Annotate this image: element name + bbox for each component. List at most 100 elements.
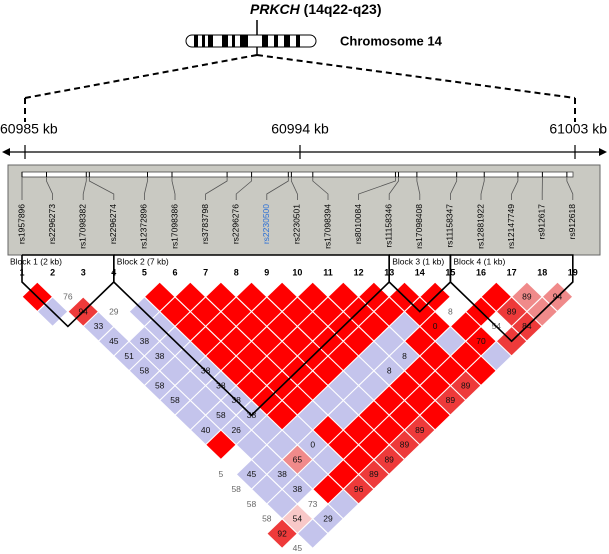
ld-value: 70 bbox=[476, 336, 486, 346]
ld-cell bbox=[237, 490, 266, 518]
marker-number: 3 bbox=[81, 267, 86, 277]
ld-cell bbox=[191, 327, 221, 356]
ld-value: 96 bbox=[354, 484, 364, 494]
ld-cell bbox=[237, 282, 266, 311]
ld-value: 0 bbox=[433, 321, 438, 331]
band bbox=[202, 35, 205, 47]
ld-value: 58 bbox=[216, 410, 226, 420]
marker-connector bbox=[235, 177, 252, 200]
marker-name: rs2230500 bbox=[261, 204, 271, 244]
ld-cell bbox=[374, 327, 404, 356]
ld-cell bbox=[160, 356, 190, 385]
ld-cell bbox=[237, 430, 266, 459]
ld-value: 89 bbox=[369, 469, 379, 479]
ld-cell bbox=[267, 430, 297, 459]
block-outline bbox=[449, 254, 574, 343]
marker-name: rs12372896 bbox=[139, 204, 149, 249]
ld-cell bbox=[145, 371, 175, 400]
ld-value: 51 bbox=[124, 351, 134, 361]
ld-cell bbox=[328, 401, 358, 430]
block-outline bbox=[21, 254, 115, 328]
ld-cell bbox=[420, 312, 450, 341]
ld-value: 38 bbox=[155, 351, 165, 361]
ld-cell bbox=[359, 401, 389, 430]
marker-connector bbox=[388, 177, 399, 200]
ld-cell bbox=[481, 282, 511, 311]
marker-number: 18 bbox=[537, 267, 547, 277]
ld-cell bbox=[313, 416, 343, 444]
ld-cell bbox=[298, 430, 328, 459]
ld-cell bbox=[405, 386, 435, 415]
ld-cell bbox=[405, 416, 435, 444]
marker-number: 16 bbox=[476, 267, 486, 277]
ld-cell bbox=[390, 312, 419, 341]
ld-cell bbox=[175, 282, 205, 311]
ld-value: 5 bbox=[219, 469, 224, 479]
ld-cell bbox=[99, 297, 129, 326]
band bbox=[222, 35, 228, 47]
ld-cell bbox=[129, 327, 159, 356]
marker-number: 12 bbox=[354, 267, 364, 277]
marker-connector bbox=[46, 177, 53, 200]
ld-cell bbox=[359, 312, 389, 341]
ld-cell bbox=[390, 430, 419, 459]
ld-cell bbox=[344, 445, 374, 474]
ld-cell bbox=[420, 401, 450, 430]
ld-cell bbox=[405, 327, 435, 356]
ld-cell bbox=[374, 356, 404, 385]
ld-value: 29 bbox=[109, 306, 119, 316]
marker-connector bbox=[480, 177, 485, 200]
ld-cell bbox=[99, 356, 129, 385]
ld-cell bbox=[282, 475, 312, 504]
ld-cell bbox=[145, 401, 175, 430]
marker-number: 13 bbox=[384, 267, 394, 277]
ld-cell bbox=[298, 460, 328, 489]
locus: (14q22-q23) bbox=[300, 1, 382, 17]
ld-cell bbox=[282, 504, 312, 533]
ld-cell bbox=[298, 312, 328, 341]
block-outline bbox=[388, 254, 452, 313]
ld-value: 76 bbox=[63, 292, 73, 302]
ld-cell bbox=[497, 297, 527, 326]
marker-connector bbox=[449, 177, 458, 200]
marker-number: 14 bbox=[415, 267, 425, 277]
ld-cell bbox=[298, 371, 328, 400]
ld-value: 29 bbox=[323, 514, 333, 524]
ld-cell bbox=[53, 282, 83, 311]
marker-number: 5 bbox=[142, 267, 147, 277]
marker-connector bbox=[205, 177, 228, 200]
ld-cell bbox=[435, 327, 465, 356]
ld-cell bbox=[328, 371, 358, 400]
ld-cell bbox=[160, 386, 190, 415]
marker-connector bbox=[171, 177, 176, 200]
marker-name: rs912617 bbox=[536, 204, 546, 240]
ld-cell bbox=[206, 430, 236, 459]
ld-cell bbox=[451, 371, 481, 400]
ld-cell bbox=[420, 342, 450, 370]
marker-number: 1 bbox=[19, 267, 24, 277]
ld-cell bbox=[206, 342, 236, 370]
ld-value: 89 bbox=[461, 380, 471, 390]
ld-cell bbox=[206, 401, 236, 430]
marker-number: 19 bbox=[568, 267, 578, 277]
ld-cell bbox=[114, 342, 144, 370]
ld-value: 89 bbox=[384, 454, 394, 464]
band bbox=[194, 35, 198, 47]
ld-cell bbox=[84, 312, 113, 341]
ld-value: 92 bbox=[277, 528, 287, 538]
band bbox=[284, 35, 290, 47]
ld-cell bbox=[374, 386, 404, 415]
band bbox=[208, 35, 213, 47]
ld-cell bbox=[267, 282, 297, 311]
ld-cell bbox=[451, 342, 481, 370]
ld-value: 38 bbox=[293, 484, 303, 494]
ld-cell bbox=[435, 297, 465, 326]
ld-cell bbox=[359, 342, 389, 370]
axis-tick-label: 60985 kb bbox=[0, 121, 58, 137]
axis-tick-label: 61003 kb bbox=[549, 121, 607, 137]
ld-cell bbox=[298, 490, 328, 518]
ld-cell bbox=[252, 475, 282, 504]
ld-cell bbox=[206, 282, 236, 311]
marker-number: 8 bbox=[234, 267, 239, 277]
ld-cell bbox=[313, 297, 343, 326]
